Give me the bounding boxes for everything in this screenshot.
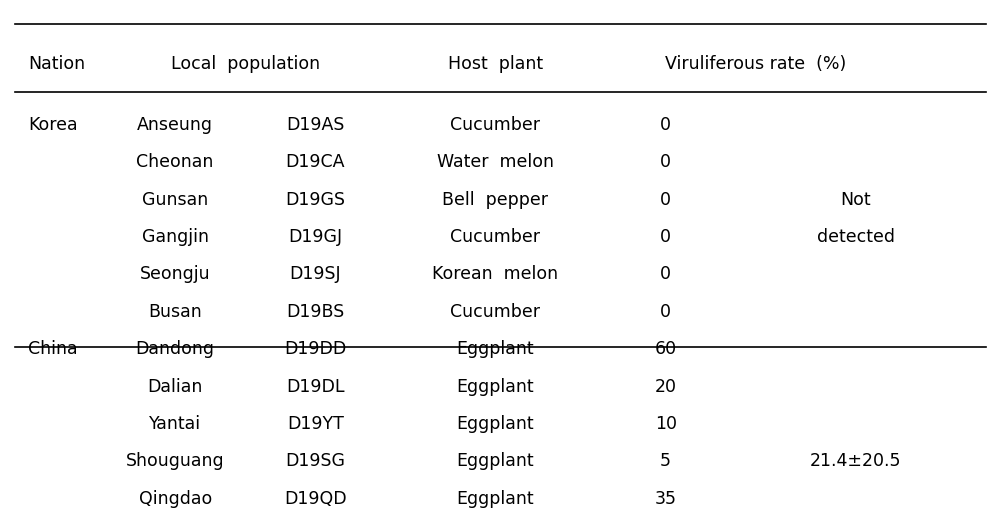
Text: Dalian: Dalian xyxy=(147,378,203,395)
Text: Shouguang: Shouguang xyxy=(126,453,224,470)
Text: Cucumber: Cucumber xyxy=(450,303,541,321)
Text: D19BS: D19BS xyxy=(286,303,344,321)
Text: 5: 5 xyxy=(661,453,671,470)
Text: 0: 0 xyxy=(661,303,671,321)
Text: 0: 0 xyxy=(661,265,671,284)
Text: Seongju: Seongju xyxy=(140,265,210,284)
Text: 0: 0 xyxy=(661,228,671,246)
Text: Qingdao: Qingdao xyxy=(138,490,212,508)
Text: China: China xyxy=(28,340,78,358)
Text: Eggplant: Eggplant xyxy=(456,415,535,433)
Text: Host  plant: Host plant xyxy=(447,54,544,73)
Text: Water  melon: Water melon xyxy=(437,153,554,171)
Text: D19SJ: D19SJ xyxy=(289,265,341,284)
Text: 20: 20 xyxy=(655,378,677,395)
Text: Cheonan: Cheonan xyxy=(136,153,214,171)
Text: Gangjin: Gangjin xyxy=(142,228,208,246)
Text: Eggplant: Eggplant xyxy=(456,453,535,470)
Text: D19GS: D19GS xyxy=(285,190,345,209)
Text: Cucumber: Cucumber xyxy=(450,116,541,134)
Text: D19AS: D19AS xyxy=(286,116,344,134)
Text: Gunsan: Gunsan xyxy=(142,190,208,209)
Text: Yantai: Yantai xyxy=(149,415,201,433)
Text: 60: 60 xyxy=(655,340,677,358)
Text: D19YT: D19YT xyxy=(287,415,343,433)
Text: Not: Not xyxy=(841,190,871,209)
Text: D19GJ: D19GJ xyxy=(288,228,342,246)
Text: Dandong: Dandong xyxy=(136,340,214,358)
Text: Viruliferous rate  (%): Viruliferous rate (%) xyxy=(665,54,847,73)
Text: 0: 0 xyxy=(661,153,671,171)
Text: 0: 0 xyxy=(661,116,671,134)
Text: Eggplant: Eggplant xyxy=(456,490,535,508)
Text: Local  population: Local population xyxy=(171,54,319,73)
Text: D19SG: D19SG xyxy=(285,453,345,470)
Text: D19CA: D19CA xyxy=(285,153,345,171)
Text: D19QD: D19QD xyxy=(284,490,346,508)
Text: Korea: Korea xyxy=(28,116,78,134)
Text: Eggplant: Eggplant xyxy=(456,340,535,358)
Text: Cucumber: Cucumber xyxy=(450,228,541,246)
Text: 35: 35 xyxy=(655,490,677,508)
Text: D19DL: D19DL xyxy=(286,378,344,395)
Text: Anseung: Anseung xyxy=(137,116,213,134)
Text: Eggplant: Eggplant xyxy=(456,378,535,395)
Text: 10: 10 xyxy=(655,415,677,433)
Text: Korean  melon: Korean melon xyxy=(432,265,559,284)
Text: 0: 0 xyxy=(661,190,671,209)
Text: detected: detected xyxy=(817,228,895,246)
Text: 21.4±20.5: 21.4±20.5 xyxy=(810,453,902,470)
Text: Nation: Nation xyxy=(28,54,85,73)
Text: D19DD: D19DD xyxy=(284,340,346,358)
Text: Bell  pepper: Bell pepper xyxy=(442,190,549,209)
Text: Busan: Busan xyxy=(148,303,202,321)
